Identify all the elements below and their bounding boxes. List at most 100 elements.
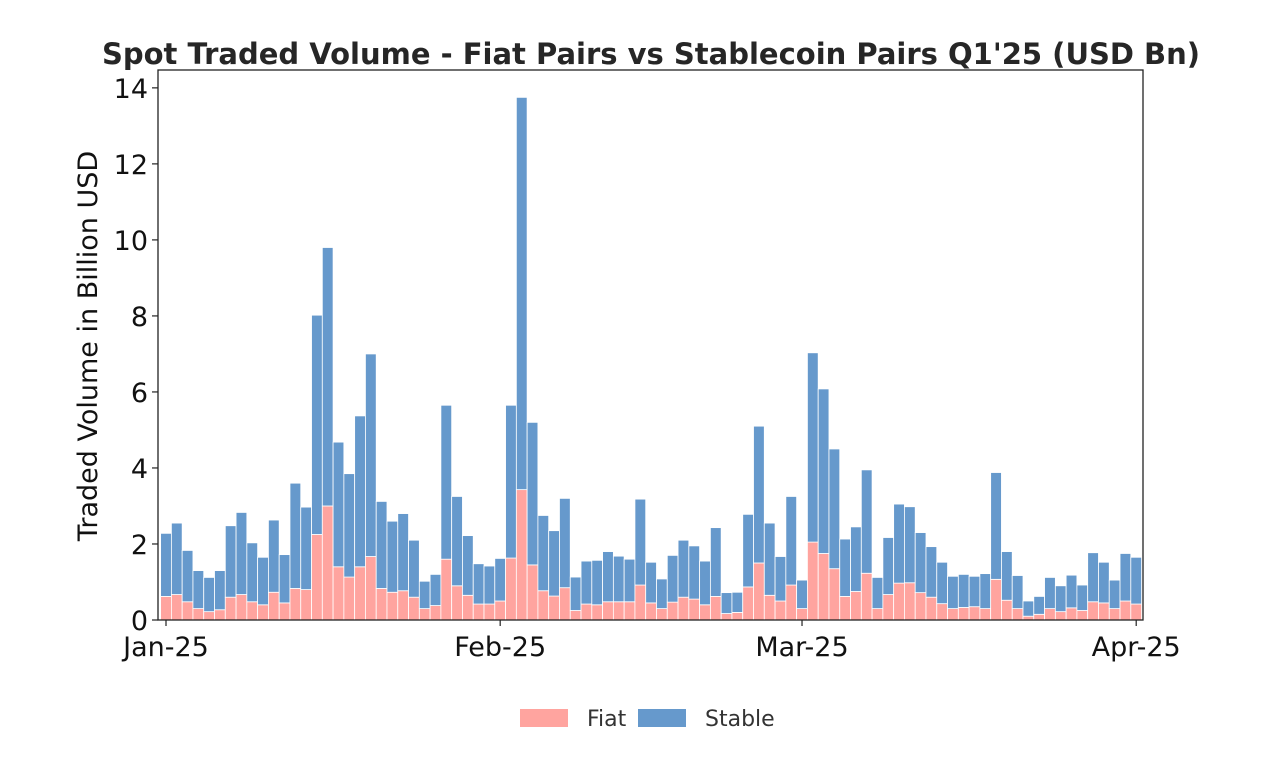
y-tick-label: 12 <box>114 150 148 181</box>
bar-fiat-38 <box>559 587 571 621</box>
bar-fiat-78 <box>990 578 1002 621</box>
bar-stable-91 <box>1130 556 1142 605</box>
bar-stable-11 <box>268 519 280 593</box>
bar-fiat-66 <box>860 572 873 621</box>
bar-stable-1 <box>160 532 172 597</box>
bar-fiat-27 <box>440 558 453 621</box>
bar-fiat-83 <box>1044 608 1056 621</box>
bar-stable-39 <box>569 576 582 611</box>
bar-fiat-46 <box>645 602 657 621</box>
y-tick-label: 2 <box>131 530 148 561</box>
bar-fiat-31 <box>483 603 496 621</box>
bar-stable-43 <box>612 555 625 603</box>
y-axis: 0 2 4 6 8 10 12 14 <box>114 74 158 637</box>
bar-fiat-35 <box>526 564 539 621</box>
bar-stable-2 <box>170 522 183 595</box>
bar-stable-6 <box>214 570 226 611</box>
bar-fiat-54 <box>731 611 744 621</box>
bar-fiat-82 <box>1033 613 1045 621</box>
bar-fiat-52 <box>709 596 722 621</box>
bar-stable-76 <box>968 575 981 608</box>
bar-stable-63 <box>828 448 841 570</box>
bar-stable-57 <box>763 522 776 596</box>
bar-fiat-21 <box>375 588 388 621</box>
bar-stable-89 <box>1108 579 1121 609</box>
bar-stable-59 <box>785 496 798 586</box>
bar-fiat-58 <box>774 600 787 621</box>
bar-fiat-74 <box>947 608 959 621</box>
bar-fiat-7 <box>224 596 237 621</box>
bar-stable-4 <box>192 570 205 609</box>
bar-fiat-56 <box>753 562 765 621</box>
bar-stable-25 <box>418 580 431 609</box>
bars-group <box>160 96 1142 621</box>
bar-stable-51 <box>699 560 711 606</box>
bar-stable-14 <box>300 506 312 590</box>
bar-fiat-68 <box>882 594 895 621</box>
bar-stable-74 <box>947 575 959 609</box>
bar-fiat-26 <box>429 605 442 621</box>
bar-fiat-30 <box>472 603 485 621</box>
bar-stable-88 <box>1098 561 1110 604</box>
bar-stable-64 <box>839 538 851 597</box>
bar-stable-20 <box>365 353 377 557</box>
bar-fiat-69 <box>893 582 905 621</box>
bar-fiat-10 <box>257 604 269 621</box>
legend-swatch-fiat <box>520 709 568 727</box>
bar-fiat-80 <box>1011 608 1024 621</box>
legend-swatch-stable <box>638 709 686 727</box>
bar-stable-26 <box>429 573 442 606</box>
bar-fiat-19 <box>354 566 366 621</box>
bar-stable-17 <box>332 441 345 568</box>
bar-fiat-39 <box>569 610 582 621</box>
bar-stable-67 <box>871 577 884 609</box>
bar-stable-33 <box>505 404 517 559</box>
bar-fiat-37 <box>548 595 560 621</box>
bar-fiat-9 <box>246 601 259 621</box>
bar-fiat-87 <box>1087 601 1099 621</box>
bar-fiat-86 <box>1076 610 1089 621</box>
bar-fiat-71 <box>914 592 927 621</box>
bar-stable-69 <box>893 503 905 584</box>
bar-stable-7 <box>224 525 237 598</box>
bar-stable-41 <box>591 559 603 606</box>
bar-stable-80 <box>1011 575 1024 609</box>
bar-fiat-77 <box>979 608 992 621</box>
bar-fiat-88 <box>1098 602 1110 621</box>
bar-fiat-24 <box>408 596 420 621</box>
bar-stable-83 <box>1044 577 1056 609</box>
bar-stable-15 <box>311 314 323 535</box>
bar-stable-3 <box>181 550 194 603</box>
bar-stable-50 <box>688 545 701 600</box>
bar-fiat-62 <box>817 553 830 621</box>
bar-fiat-13 <box>289 588 302 621</box>
bar-stable-53 <box>720 592 733 614</box>
bar-fiat-89 <box>1108 608 1121 621</box>
bar-stable-24 <box>408 539 420 598</box>
bar-fiat-15 <box>311 534 323 621</box>
bar-fiat-23 <box>397 590 409 621</box>
bar-stable-77 <box>979 573 992 609</box>
bar-fiat-33 <box>505 557 517 621</box>
bar-fiat-48 <box>666 601 679 621</box>
bar-fiat-91 <box>1130 603 1142 621</box>
bar-stable-60 <box>796 579 808 609</box>
bar-fiat-63 <box>828 568 841 621</box>
bar-stable-66 <box>860 469 873 574</box>
bar-stable-56 <box>753 425 765 564</box>
bar-stable-13 <box>289 482 302 589</box>
bar-fiat-20 <box>365 556 377 621</box>
bar-fiat-4 <box>192 608 205 621</box>
bar-fiat-14 <box>300 589 312 621</box>
bar-stable-81 <box>1022 600 1035 617</box>
y-tick-label: 4 <box>131 454 148 485</box>
bar-fiat-1 <box>160 596 172 621</box>
x-axis: Jan-25 Feb-25 Mar-25 Apr-25 <box>121 620 1181 663</box>
bar-stable-9 <box>246 542 259 603</box>
bar-stable-44 <box>623 558 636 603</box>
bar-fiat-17 <box>332 566 345 621</box>
bar-fiat-45 <box>634 584 647 621</box>
bar-fiat-22 <box>386 591 399 621</box>
bar-stable-42 <box>602 551 614 603</box>
bar-fiat-60 <box>796 608 808 621</box>
